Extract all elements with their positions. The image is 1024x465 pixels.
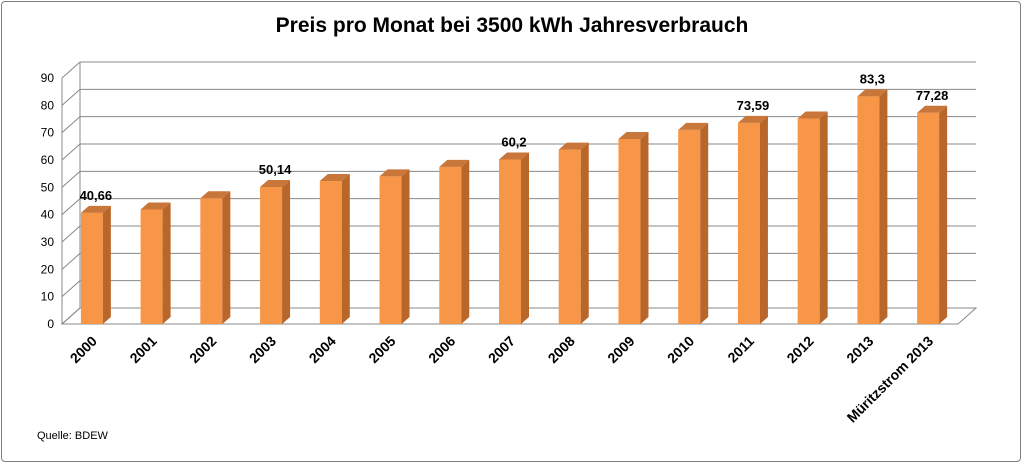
x-tick-label: 2009	[604, 333, 637, 366]
y-tick-label: 90	[41, 71, 55, 85]
bar-top	[439, 159, 470, 167]
bar	[200, 198, 223, 324]
grid-diagonal	[61, 61, 81, 79]
x-tick-label: 2004	[306, 333, 339, 366]
bar	[678, 129, 701, 324]
bar-top	[200, 191, 231, 199]
bar	[499, 159, 521, 324]
bar-side	[162, 202, 171, 324]
grid-diagonal	[61, 88, 81, 106]
bar-top	[917, 105, 948, 113]
x-tick-label: 2012	[783, 333, 816, 366]
bar-side	[461, 159, 470, 324]
bar-top	[737, 115, 768, 123]
grid-diagonal	[61, 225, 81, 243]
x-tick-label: 2006	[425, 333, 458, 366]
y-tick-label: 10	[41, 290, 55, 304]
bar	[319, 181, 342, 324]
y-tick-label: 60	[41, 153, 55, 167]
source-note: Quelle: BDEW	[37, 430, 108, 442]
bar	[140, 209, 163, 324]
bar-side	[819, 111, 828, 324]
grid-diagonal	[61, 252, 81, 270]
grid-diagonal	[61, 280, 81, 298]
bar-top	[140, 202, 171, 210]
x-tick-label: 2010	[664, 333, 697, 366]
bar	[379, 176, 402, 324]
x-tick-label: 2002	[186, 333, 219, 366]
bar-top	[319, 174, 350, 182]
grid-diagonal	[61, 198, 81, 216]
bar	[558, 149, 581, 324]
y-tick-label: 30	[41, 235, 55, 249]
bar-top	[618, 131, 649, 139]
bar-top	[499, 152, 529, 160]
bar-side	[700, 122, 709, 324]
data-label: 40,66	[80, 188, 113, 203]
bar-side	[222, 191, 231, 324]
bar-side	[640, 131, 649, 324]
data-label: 77,28	[916, 88, 949, 103]
y-tick-label: 40	[41, 208, 55, 222]
y-tick-label: 50	[41, 180, 55, 194]
bar	[439, 166, 462, 324]
x-tick-label: 2000	[67, 333, 100, 366]
bar-side	[341, 174, 350, 324]
bar-side	[102, 205, 111, 324]
bar-side	[401, 169, 410, 324]
y-tick-label: 70	[41, 126, 55, 140]
bar-top	[80, 205, 111, 213]
data-label: 60,2	[501, 134, 526, 149]
bar	[797, 118, 820, 324]
bar-side	[521, 152, 529, 324]
y-tick-label: 20	[41, 262, 55, 276]
bar-top	[379, 169, 410, 177]
x-tick-label: 2001	[126, 333, 159, 366]
y-tick-label: 0	[47, 317, 54, 331]
bar	[80, 212, 103, 324]
data-label: 73,59	[737, 98, 770, 113]
bar-side	[282, 179, 291, 324]
bar-top	[797, 111, 828, 119]
y-tick-label: 80	[41, 98, 55, 112]
x-tick-label: 2013	[843, 333, 876, 366]
bar	[857, 96, 880, 325]
bar-top	[857, 89, 888, 97]
x-tick-label: 2005	[365, 333, 398, 366]
bar	[260, 186, 283, 324]
x-tick-label: 2007	[485, 333, 518, 366]
bar-side	[939, 105, 948, 324]
bar-side	[879, 89, 888, 325]
x-tick-label: 2011	[724, 333, 757, 366]
bar	[917, 112, 940, 324]
bar-top	[678, 122, 709, 130]
bar	[618, 138, 641, 324]
x-tick-label: 2008	[545, 333, 578, 366]
grid-diagonal	[61, 116, 81, 134]
bar-top	[260, 179, 291, 187]
bar-side	[580, 142, 589, 324]
bar-top	[558, 142, 589, 150]
grid-diagonal	[61, 170, 81, 188]
grid-diagonal	[61, 143, 81, 161]
data-label: 50,14	[259, 162, 292, 177]
chart-title: Preis pro Monat bei 3500 kWh Jahresverbr…	[275, 14, 749, 37]
bar-side	[759, 115, 768, 324]
x-tick-label: 2003	[246, 333, 279, 366]
data-label: 83,3	[860, 71, 885, 86]
chart-floor	[60, 307, 978, 325]
bar	[737, 122, 760, 324]
